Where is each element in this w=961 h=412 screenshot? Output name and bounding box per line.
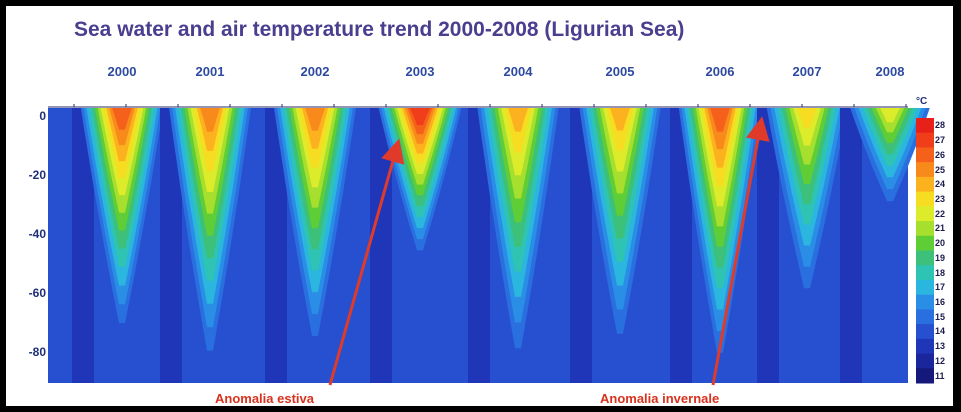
colorbar-swatch-26 <box>916 147 934 163</box>
year-label-2008: 2008 <box>875 64 905 79</box>
colorbar-label: 15 <box>935 311 946 322</box>
temperature-contour-2003-27 <box>410 108 430 126</box>
temperature-contour-2002-25 <box>305 108 325 131</box>
temperature-contour-2006-26 <box>710 108 730 132</box>
depth-tick-label: 0 <box>39 108 46 123</box>
year-label-2001: 2001 <box>195 64 225 79</box>
colorbar-swatch-23 <box>916 191 934 207</box>
temperature-contour-2000-26 <box>112 108 132 130</box>
colorbar-label: 13 <box>935 341 946 352</box>
colorbar-swatch-25 <box>916 162 934 178</box>
year-label-2006: 2006 <box>705 64 735 79</box>
colorbar-swatch-14 <box>916 324 934 340</box>
temperature-contour-2004-24 <box>508 108 528 132</box>
colorbar-swatch-11 <box>916 368 934 384</box>
year-label-2002: 2002 <box>300 64 330 79</box>
temperature-contour-2007-23 <box>797 108 817 128</box>
arrow-winter-anomaly <box>711 116 770 386</box>
colorbar-label: 24 <box>935 179 946 190</box>
temperature-contour-2005-24 <box>610 108 630 131</box>
winter-band-2006 <box>670 108 692 383</box>
year-label-2000: 2000 <box>107 64 137 79</box>
winter-band-2005 <box>570 108 592 383</box>
colorbar-label: 23 <box>935 193 946 204</box>
colorbar-label: 20 <box>935 238 946 249</box>
colorbar-label: 12 <box>935 355 946 366</box>
colorbar-label: 11 <box>935 370 945 381</box>
colorbar-swatch-28 <box>916 118 934 134</box>
winter-band-2001 <box>160 108 182 383</box>
colorbar-swatch-15 <box>916 309 934 325</box>
colorbar-swatch-12 <box>916 353 934 369</box>
winter-band-2003 <box>370 108 392 383</box>
annotation-winter-anomaly: Anomalia invernale <box>600 391 720 406</box>
temperature-contour-2008-22 <box>880 108 900 123</box>
colorbar-label: 14 <box>935 326 946 337</box>
arrow-summer-anomaly <box>328 138 405 386</box>
colorbar-unit: °C <box>916 96 928 107</box>
colorbar-label: 17 <box>935 282 946 293</box>
colorbar-swatch-16 <box>916 294 934 310</box>
temperature-contour-2001-25 <box>200 108 220 132</box>
depth-tick-label: -60 <box>28 286 46 301</box>
depth-tick-label: -80 <box>28 345 46 360</box>
colorbar-swatch-21 <box>916 221 934 237</box>
chart-title: Sea water and air temperature trend 2000… <box>74 18 685 41</box>
colorbar-label: 18 <box>935 267 946 278</box>
winter-band-2007 <box>757 108 779 383</box>
depth-tick-label: -20 <box>28 168 46 182</box>
colorbar-swatch-22 <box>916 206 934 222</box>
colorbar-label: 21 <box>935 223 946 234</box>
colorbar-swatch-24 <box>916 176 934 193</box>
colorbar-swatch-13 <box>916 338 934 355</box>
colorbar-label: 25 <box>935 164 946 175</box>
annotation-summer-anomaly: Anomalia estiva <box>215 391 314 406</box>
winter-band-2002 <box>265 108 287 383</box>
colorbar-label: 27 <box>935 135 946 146</box>
colorbar-swatch-20 <box>916 235 934 251</box>
year-label-2007: 2007 <box>792 64 822 79</box>
winter-band-2000 <box>72 108 94 383</box>
year-label-2004: 2004 <box>503 64 533 79</box>
colorbar-label: 26 <box>935 149 946 160</box>
colorbar-swatch-18 <box>916 265 934 281</box>
year-label-2005: 2005 <box>605 64 635 79</box>
year-label-2003: 2003 <box>405 64 435 79</box>
depth-tick-label: -40 <box>28 227 46 242</box>
colorbar-label: 28 <box>935 120 946 131</box>
colorbar-label: 16 <box>935 297 946 308</box>
winter-band-2004 <box>468 108 490 383</box>
colorbar-label: 19 <box>935 252 946 263</box>
winter-band-2008 <box>840 108 862 383</box>
colorbar-swatch-17 <box>916 279 934 296</box>
colorbar-label: 22 <box>935 208 946 219</box>
colorbar-swatch-19 <box>916 250 934 266</box>
colorbar-swatch-27 <box>916 132 934 148</box>
